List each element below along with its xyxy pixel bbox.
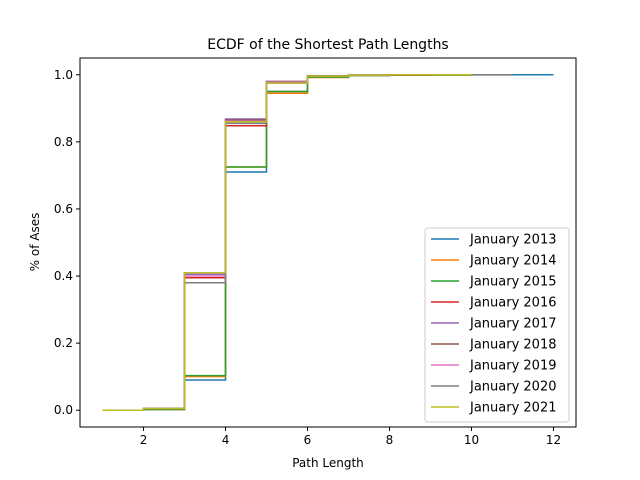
x-axis-label: Path Length: [292, 456, 364, 470]
x-tick-label: 6: [304, 433, 312, 447]
legend-label: January 2015: [469, 275, 557, 290]
x-tick-label: 12: [546, 433, 561, 447]
legend-label: January 2018: [469, 338, 557, 353]
x-tick-label: 8: [386, 433, 394, 447]
legend: January 2013 January 2014 January 2015 Janu…: [424, 227, 570, 423]
legend-label: January 2019: [469, 359, 557, 374]
legend-box: [424, 227, 570, 423]
y-tick-label: 0.6: [54, 202, 73, 216]
series-line-9: [102, 74, 472, 411]
legend-label: January 2014: [469, 254, 557, 269]
x-axis: 2 4 6 8 10 12: [140, 427, 561, 447]
y-tick-label: 0.0: [54, 403, 73, 417]
legend-label: January 2021: [469, 401, 557, 416]
x-tick-label: 2: [140, 433, 148, 447]
y-tick-label: 0.4: [54, 269, 73, 283]
y-tick-label: 0.2: [54, 336, 73, 350]
series-layer: [102, 74, 554, 411]
x-tick-label: 10: [464, 433, 479, 447]
x-tick-label: 4: [222, 433, 230, 447]
y-axis-label: % of Ases: [28, 213, 42, 272]
legend-label: January 2017: [469, 317, 557, 332]
y-axis: 0.0 0.2 0.4 0.6 0.8 1.0: [54, 68, 80, 417]
y-tick-label: 0.8: [54, 135, 73, 149]
legend-label: January 2016: [469, 296, 557, 311]
plot-frame: [79, 57, 577, 428]
legend-label: January 2013: [469, 233, 557, 248]
chart-title: ECDF of the Shortest Path Lengths: [207, 37, 448, 53]
legend-label: January 2020: [469, 380, 557, 395]
y-tick-label: 1.0: [54, 68, 73, 82]
